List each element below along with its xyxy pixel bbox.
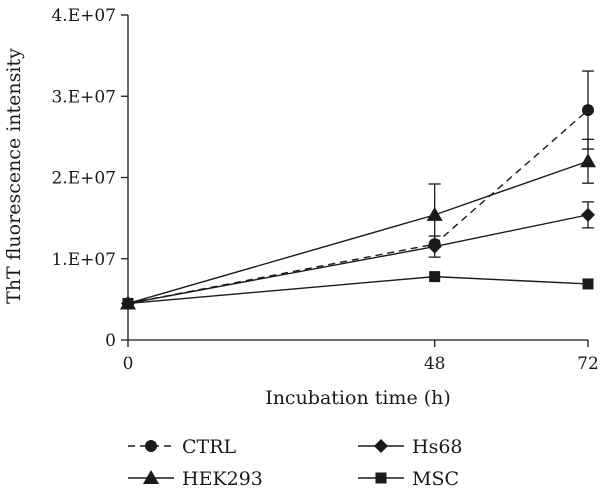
y-axis-title: ThT fluorescence intensity	[3, 48, 25, 304]
x-tick-label: 72	[577, 354, 599, 374]
data-point-msc	[122, 297, 134, 309]
legend-marker-hek293	[143, 470, 159, 484]
series-line-ctrl	[127, 109, 589, 305]
legend-item-ctrl: CTRL	[128, 436, 237, 458]
data-point-hek293	[426, 206, 443, 221]
data-point-hs68	[427, 239, 442, 254]
series-line-hek293	[127, 160, 589, 305]
legend-label-hs68: Hs68	[412, 436, 463, 458]
data-point-msc	[429, 271, 441, 283]
y-tick-label: 2.E+07	[51, 169, 116, 189]
legend-marker-hs68	[374, 439, 388, 453]
legend-item-hek293: HEK293	[128, 468, 263, 490]
axes: 0 1.E+07 2.E+07 3.E+07 4.E+07 0 48 72	[51, 6, 598, 374]
x-axis-title: Incubation time (h)	[265, 387, 451, 409]
series-ctrl	[122, 70, 594, 310]
legend-item-hs68: Hs68	[358, 436, 463, 458]
x-tick-label: 0	[123, 354, 134, 374]
data-point-ctrl	[582, 104, 594, 117]
data-point-hek293	[580, 153, 596, 168]
legend-marker-msc	[375, 472, 387, 484]
legend-item-msc: MSC	[358, 468, 459, 490]
y-tick-label: 0	[105, 331, 116, 351]
y-tick-label: 4.E+07	[51, 6, 116, 26]
data-point-hs68	[581, 207, 595, 222]
data-point-msc	[582, 278, 594, 290]
x-tick-label: 48	[424, 354, 446, 374]
legend-label-hek293: HEK293	[182, 468, 263, 490]
legend-marker-ctrl	[145, 440, 157, 452]
y-tick-label: 3.E+07	[51, 87, 116, 107]
series-layer	[120, 70, 596, 311]
legend-label-msc: MSC	[412, 468, 459, 490]
legend-label-ctrl: CTRL	[182, 436, 237, 458]
series-hs68	[121, 201, 595, 311]
y-tick-label: 1.E+07	[51, 250, 116, 270]
series-msc	[122, 271, 594, 309]
legend: CTRL Hs68 HEK293 MSC	[128, 436, 463, 490]
